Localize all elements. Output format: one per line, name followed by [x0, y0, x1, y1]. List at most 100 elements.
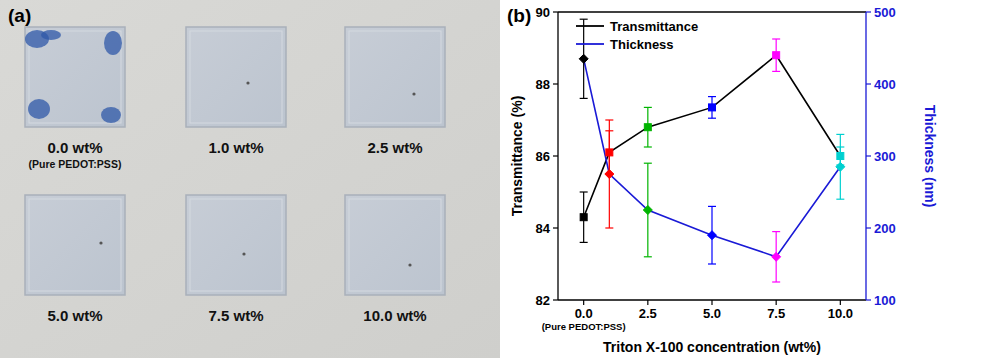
data-point	[580, 214, 587, 221]
y-tick-label: 82	[536, 293, 550, 308]
x-tick-label: 7.5	[767, 306, 785, 321]
sample-film	[25, 195, 125, 295]
error-bar	[708, 97, 716, 119]
x-tick	[776, 300, 777, 305]
error-bar-cap	[772, 231, 780, 232]
blue-stain	[28, 99, 50, 119]
error-bar-cap	[836, 199, 844, 200]
error-bar-cap	[644, 107, 652, 108]
sample-label: 2.5 wt%	[367, 139, 422, 156]
error-bar	[605, 120, 613, 228]
legend-swatch	[576, 43, 604, 45]
y2-tick	[866, 155, 871, 156]
error-bar	[644, 163, 652, 257]
y2-axis-title: Thickness (nm)	[922, 105, 938, 208]
error-bar	[580, 19, 588, 98]
y-tick-label: 86	[536, 149, 550, 164]
error-bar-cap	[772, 38, 780, 39]
dust-spot	[242, 252, 245, 255]
data-point	[708, 231, 717, 240]
data-point	[606, 149, 613, 156]
y-tick	[553, 299, 558, 300]
legend: Transmittance Thickness	[576, 19, 698, 52]
y-tick-label: 88	[536, 77, 550, 92]
error-bar-cap	[644, 256, 652, 257]
frame-top	[558, 11, 866, 12]
y-axis-title: Transmittance (%)	[509, 96, 525, 217]
y2-tick-label: 300	[874, 149, 896, 164]
sample-film	[345, 195, 445, 295]
y-tick-label: 90	[536, 5, 550, 20]
y-tick	[553, 227, 558, 228]
sample-label: 5.0 wt%	[47, 307, 102, 324]
data-point	[579, 54, 588, 63]
blue-stain	[104, 31, 122, 55]
dust-spot	[246, 81, 249, 84]
sample-label: 1.0 wt%	[208, 139, 263, 156]
sample-film	[25, 27, 125, 127]
dust-spot	[99, 241, 102, 244]
x-tick-label: 2.5	[639, 306, 657, 321]
x-tick-label: 5.0	[703, 306, 721, 321]
sample-edge	[349, 31, 441, 123]
sample-film	[186, 27, 286, 127]
x-tick-label: 0.0	[575, 306, 593, 321]
annotation: (Pure PEDOT:PSS)	[542, 321, 626, 332]
panel-label: (b)	[507, 5, 531, 26]
data-point	[709, 104, 716, 111]
error-bar-cap	[580, 191, 588, 192]
legend-swatch	[576, 25, 604, 27]
sample-edge	[190, 199, 282, 291]
legend-label: Thickness	[610, 37, 674, 52]
y2-tick-label: 400	[874, 77, 896, 92]
error-bar-cap	[644, 146, 652, 147]
legend-label: Transmittance	[610, 19, 698, 34]
data-point	[773, 52, 780, 59]
x-axis-title: Triton X-100 concentration (wt%)	[603, 339, 821, 355]
error-bar-cap	[836, 134, 844, 135]
chart-panel: (b)0.02.55.07.510.0(Pure PEDOT:PSS)82848…	[507, 5, 938, 356]
panel-label: (a)	[8, 5, 31, 26]
error-bar-cap	[605, 119, 613, 120]
x-tick	[711, 300, 712, 305]
error-bar-cap	[708, 206, 716, 207]
dust-spot	[408, 263, 411, 266]
y-tick	[553, 83, 558, 84]
sample-label: 10.0 wt%	[363, 307, 426, 324]
error-bar-cap	[580, 98, 588, 99]
x-tick	[583, 300, 584, 305]
y2-tick	[866, 83, 871, 84]
sample-edge	[190, 31, 282, 123]
sample-film	[345, 27, 445, 127]
sample-edge	[29, 199, 121, 291]
error-bar-cap	[772, 71, 780, 72]
error-bar-cap	[708, 263, 716, 264]
error-bar	[644, 107, 652, 147]
x-tick	[647, 300, 648, 305]
error-bar	[708, 206, 716, 264]
error-bar-cap	[772, 281, 780, 282]
sample-note: (Pure PEDOT:PSS)	[29, 158, 122, 170]
y2-tick	[866, 11, 871, 12]
error-bar-cap	[580, 242, 588, 243]
sample-label: 0.0 wt%	[47, 139, 102, 156]
data-point	[772, 252, 781, 261]
plot-data	[579, 19, 845, 282]
error-bar-cap	[708, 96, 716, 97]
y2-tick	[866, 299, 871, 300]
error-bar	[836, 134, 844, 199]
blue-stain	[101, 107, 121, 123]
y2-tick-label: 500	[874, 5, 896, 20]
y2-tick-label: 200	[874, 221, 896, 236]
y-tick	[553, 11, 558, 12]
data-point	[605, 170, 614, 179]
y2-tick-label: 100	[874, 293, 896, 308]
error-bar-cap	[605, 227, 613, 228]
error-bar-cap	[708, 118, 716, 119]
y2-tick	[866, 227, 871, 228]
figure: 0.0 wt% (Pure PEDOT:PSS) 1.0 wt% 2.5 wt% 5.0…	[0, 0, 1003, 358]
sample-edge	[349, 199, 441, 291]
data-point	[644, 124, 651, 131]
error-bar-cap	[580, 19, 588, 20]
y-tick-label: 84	[536, 221, 551, 236]
